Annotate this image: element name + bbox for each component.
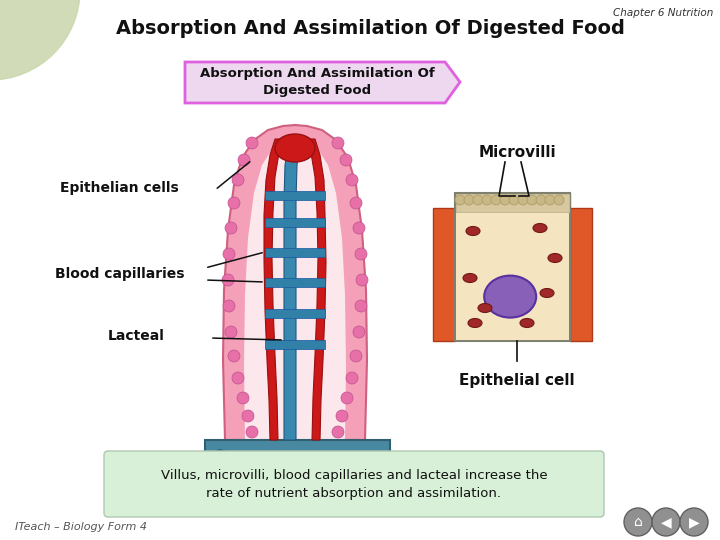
Ellipse shape — [548, 253, 562, 262]
Circle shape — [332, 426, 344, 438]
Circle shape — [232, 174, 244, 186]
Text: Absorption And Assimilation Of Digested Food: Absorption And Assimilation Of Digested … — [116, 18, 624, 37]
Bar — [265, 278, 325, 287]
Polygon shape — [284, 142, 301, 440]
Text: ◀: ◀ — [661, 515, 671, 529]
Circle shape — [545, 195, 555, 205]
Polygon shape — [185, 62, 460, 103]
Bar — [456, 213, 569, 340]
Ellipse shape — [484, 275, 536, 318]
Circle shape — [246, 426, 258, 438]
Text: Epithelial cell: Epithelial cell — [459, 373, 575, 388]
Circle shape — [491, 195, 501, 205]
Text: Microvilli: Microvilli — [478, 145, 556, 160]
Circle shape — [355, 248, 367, 260]
Circle shape — [340, 154, 352, 166]
Text: Blood capillaries: Blood capillaries — [55, 267, 184, 281]
Circle shape — [246, 137, 258, 149]
Text: ▶: ▶ — [689, 515, 699, 529]
Ellipse shape — [468, 319, 482, 327]
Bar — [570, 208, 592, 341]
Circle shape — [350, 197, 362, 209]
Text: ⌂: ⌂ — [634, 515, 642, 529]
Circle shape — [332, 137, 344, 149]
Ellipse shape — [533, 224, 547, 233]
Ellipse shape — [540, 288, 554, 298]
Circle shape — [0, 0, 80, 80]
Circle shape — [355, 300, 367, 312]
Circle shape — [356, 274, 368, 286]
Circle shape — [238, 154, 250, 166]
Text: Lacteal: Lacteal — [108, 329, 165, 343]
Ellipse shape — [520, 319, 534, 327]
Bar — [265, 191, 325, 200]
Circle shape — [346, 174, 358, 186]
Text: Epithelian cells: Epithelian cells — [60, 181, 179, 195]
Circle shape — [225, 222, 237, 234]
FancyBboxPatch shape — [104, 451, 604, 517]
Circle shape — [336, 410, 348, 422]
Bar — [433, 208, 455, 341]
Text: Villus, microvilli, blood capillaries and lacteal increase the
rate of nutrient : Villus, microvilli, blood capillaries an… — [161, 469, 547, 500]
Circle shape — [455, 195, 465, 205]
Circle shape — [350, 350, 362, 362]
Circle shape — [228, 350, 240, 362]
Circle shape — [554, 195, 564, 205]
Circle shape — [482, 195, 492, 205]
Polygon shape — [264, 139, 283, 440]
Polygon shape — [307, 139, 326, 440]
Circle shape — [341, 392, 353, 404]
Circle shape — [652, 508, 680, 536]
Circle shape — [680, 508, 708, 536]
Circle shape — [527, 195, 537, 205]
Bar — [265, 309, 325, 318]
Polygon shape — [223, 125, 367, 440]
Polygon shape — [205, 440, 390, 460]
Circle shape — [223, 300, 235, 312]
Circle shape — [228, 197, 240, 209]
Ellipse shape — [478, 303, 492, 313]
Bar — [455, 193, 570, 213]
Circle shape — [237, 392, 249, 404]
Bar — [265, 248, 325, 257]
Circle shape — [464, 195, 474, 205]
Ellipse shape — [463, 273, 477, 282]
Circle shape — [473, 195, 483, 205]
Ellipse shape — [466, 226, 480, 235]
Bar — [265, 340, 325, 349]
Polygon shape — [244, 139, 346, 440]
Circle shape — [536, 195, 546, 205]
Circle shape — [353, 326, 365, 338]
Circle shape — [518, 195, 528, 205]
Bar — [455, 193, 570, 341]
Circle shape — [624, 508, 652, 536]
Circle shape — [346, 372, 358, 384]
Circle shape — [223, 248, 235, 260]
Text: Absorption And Assimilation Of
Digested Food: Absorption And Assimilation Of Digested … — [199, 67, 434, 97]
Circle shape — [225, 326, 237, 338]
Circle shape — [509, 195, 519, 205]
Circle shape — [500, 195, 510, 205]
Polygon shape — [205, 450, 390, 475]
Circle shape — [232, 372, 244, 384]
Bar — [205, 475, 390, 487]
Circle shape — [353, 222, 365, 234]
Text: Chapter 6 Nutrition: Chapter 6 Nutrition — [613, 8, 713, 18]
Ellipse shape — [275, 134, 315, 162]
Bar — [265, 218, 325, 227]
Circle shape — [242, 410, 254, 422]
Circle shape — [222, 274, 234, 286]
Text: ITeach – Biology Form 4: ITeach – Biology Form 4 — [15, 522, 147, 532]
